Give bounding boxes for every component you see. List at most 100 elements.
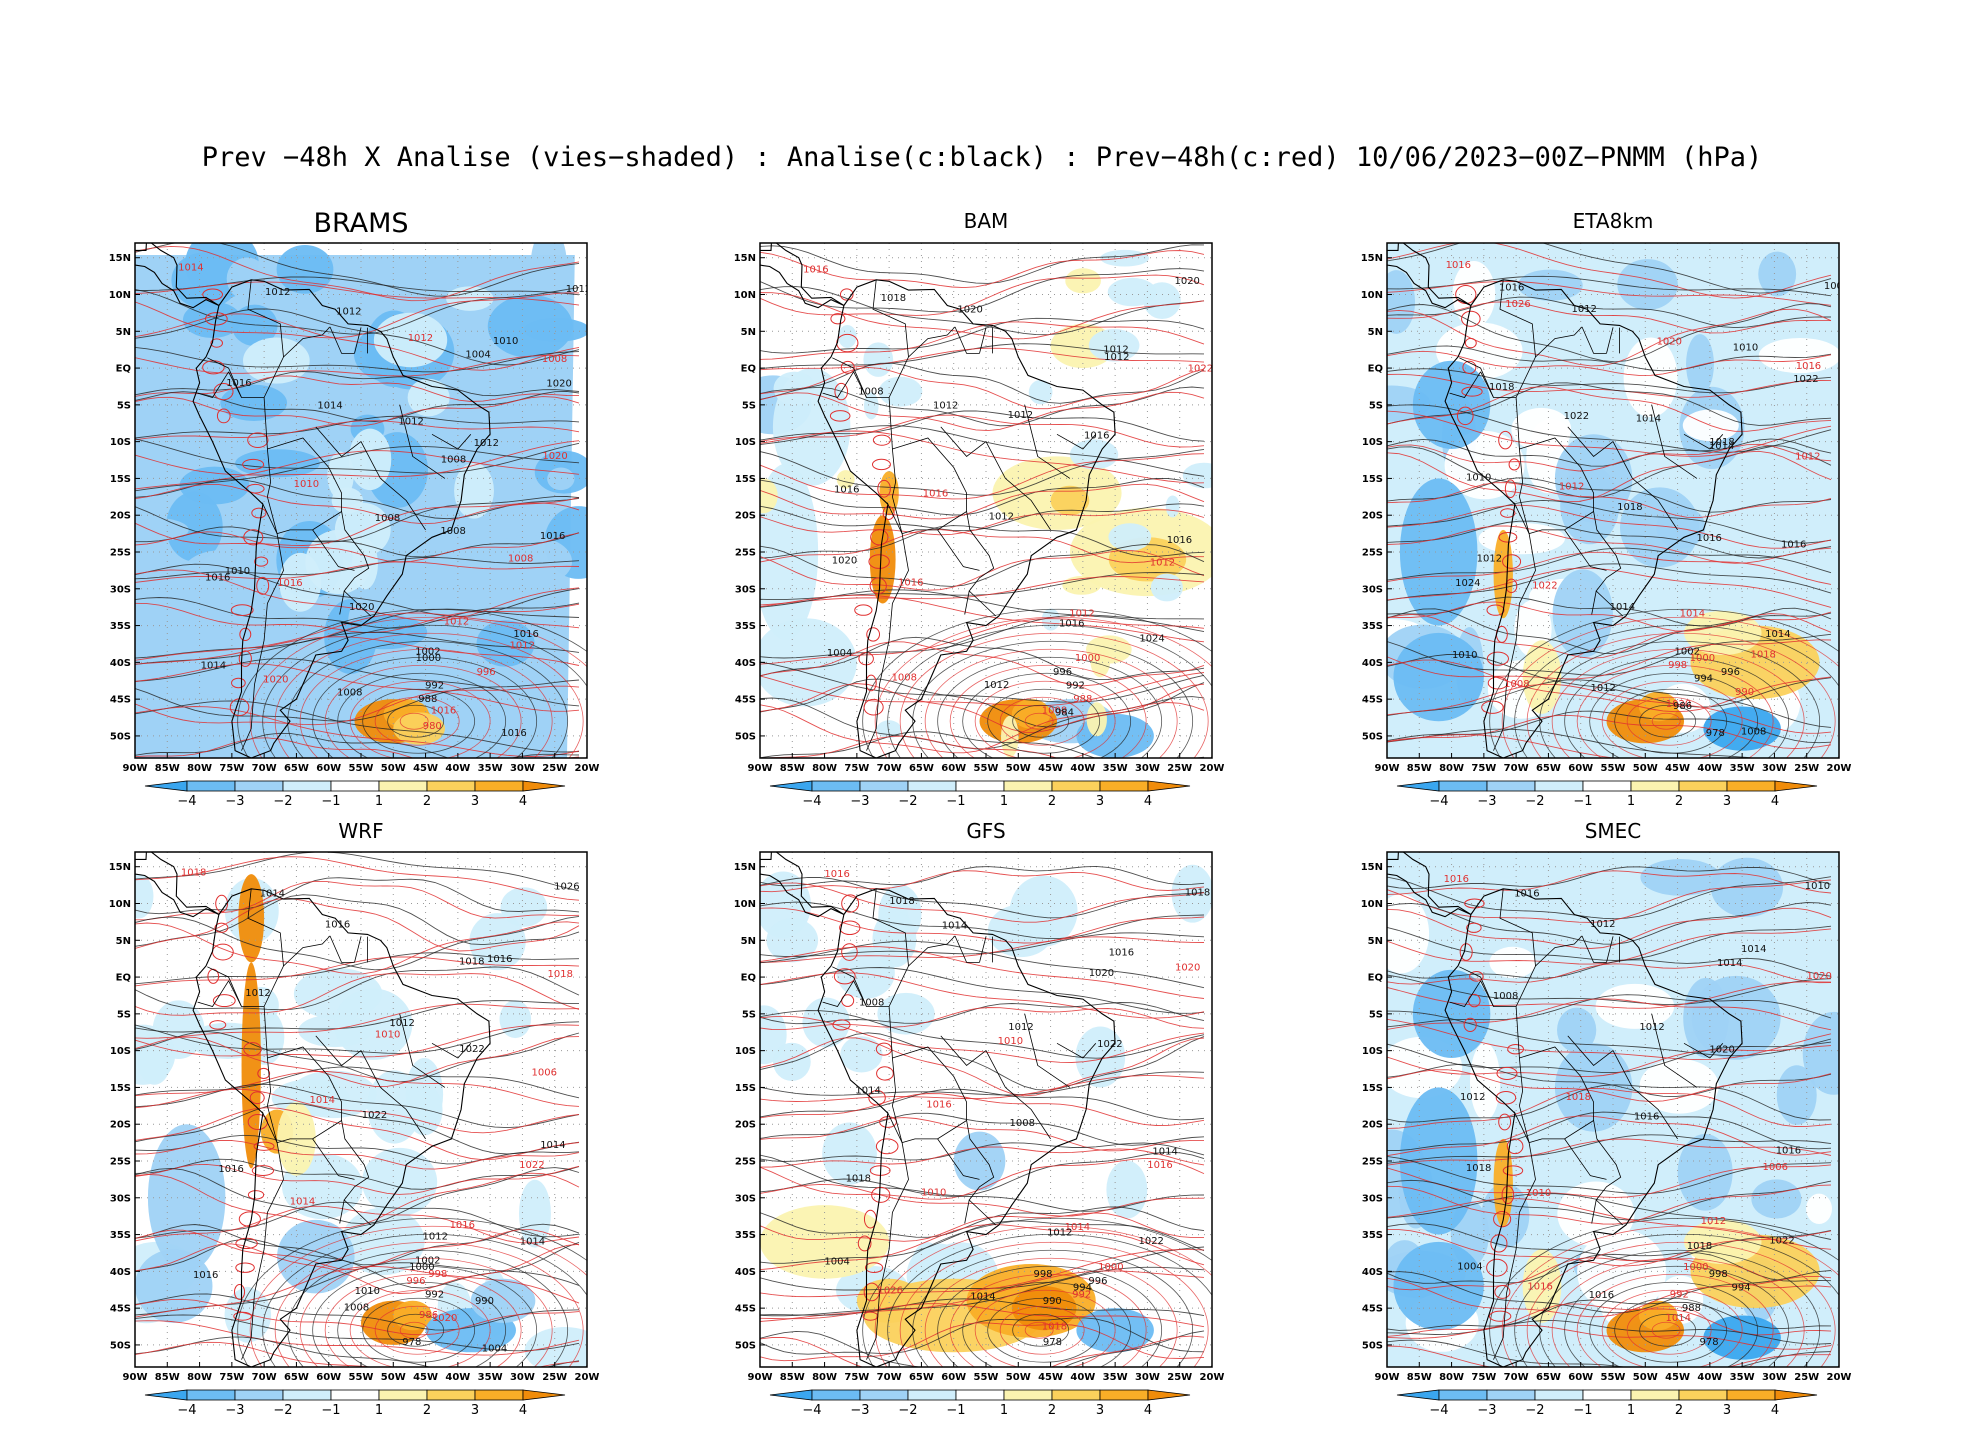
cyclone-isobar [999,1305,1085,1355]
isobar-forecast [1387,567,1832,608]
contour-label: 1014 [1065,1222,1090,1233]
bias-patch [760,478,778,514]
isobar-analysis [135,1031,580,1083]
contour-label: 1020 [349,602,374,613]
country-border [1564,529,1607,571]
country-border [822,371,854,398]
lon-label: 40W [445,1372,470,1383]
contour-label: 1016 [1796,361,1821,372]
cyclone-isobar [1589,1281,1759,1367]
cyclone-isobar [1601,680,1743,758]
lon-label: 60W [941,1372,966,1383]
isobar-analysis [135,1293,580,1331]
lon-label: 60W [1568,1372,1593,1383]
lon-label: 35W [1730,1372,1755,1383]
isobar-forecast [1387,551,1832,585]
cyclone-isobar [1489,1217,1839,1367]
cyclone-isobar [262,1233,587,1367]
isobar-forecast [760,453,1205,500]
lat-label: 30S [1362,584,1383,595]
bias-patch [1165,495,1180,518]
lon-label: 60W [316,1372,341,1383]
isobar-analysis [760,614,1205,659]
isobar-analysis [1387,728,1757,758]
isobar-forecast [760,641,1205,687]
country-border [247,279,284,358]
isobar-forecast [135,1036,580,1087]
bias-patch [277,1219,355,1294]
lon-label: 90W [1375,763,1400,774]
country-border [1480,371,1494,398]
domain-edge [567,243,587,758]
colorbar-label: −2 [273,1403,292,1418]
isobar-analysis [135,1314,580,1352]
colorbar-swatch [1051,780,1101,792]
bias-patch [766,918,819,963]
andes-contour [243,1042,262,1057]
colorbar-label: 4 [1771,1403,1779,1418]
andes-contour [832,1019,851,1031]
bias-patch [877,992,935,1035]
contour-label: 1014 [201,661,226,672]
isobar-forecast [760,683,1205,733]
andes-contour [239,627,252,642]
colorbar-label: 3 [471,794,479,809]
isobar-forecast [1387,301,1831,334]
country-border [1591,1199,1597,1224]
cyclone-isobar [912,1249,1194,1367]
isobar-forecast [760,882,1205,923]
andes-contour [1456,406,1474,426]
isobar-forecast [135,450,580,490]
lat-label: 5N [741,327,756,338]
colorbar-swatch [1534,780,1584,792]
cyclone-isobar [937,656,1163,758]
contour-label: 1014 [310,1095,335,1106]
lon-label: 55W [1601,1372,1626,1383]
lat-label: 10N [109,290,131,301]
lat-label: 30S [110,1193,131,1204]
country-border [872,888,909,967]
isobar-forecast [135,706,580,757]
colorbar-label: 4 [519,794,527,809]
lat-label: 30S [735,1193,756,1204]
contour-label: 1014 [1709,441,1734,452]
contour-label: 1012 [1639,1022,1664,1033]
lon-label: 40W [445,763,470,774]
colorbar-label: −1 [946,794,965,809]
andes-contour [876,1066,894,1081]
contour-label: 1010 [493,336,518,347]
lon-label: 20W [1827,1372,1852,1383]
colorbar-swatch [1534,1389,1584,1401]
isobar-forecast [135,880,580,921]
lat-label: 15S [110,1083,131,1094]
lat-label: 5S [1369,400,1383,411]
cyclone-isobar [1576,664,1774,758]
country-border [263,1006,371,1226]
lon-label: 70W [252,1372,277,1383]
bias-patch [1150,573,1183,602]
cyclone-isobar [899,1241,1209,1367]
isobar-analysis [135,597,580,629]
country-border [1499,279,1536,358]
cyclone-isobar [1601,1289,1743,1367]
isobar-analysis [1387,876,1832,920]
andes-contour [247,1190,265,1200]
colorbar-label: 1 [1000,794,1008,809]
colorbar-swatch [474,780,524,792]
lon-label: 85W [1407,763,1432,774]
coastline-central-america [135,243,220,309]
contour-label: 1020 [1709,1045,1734,1056]
isobar-forecast [1387,1257,1832,1291]
cyclone-isobar [1526,632,1836,758]
isobar-forecast [1387,907,1832,949]
cyclone-isobar [1651,1321,1681,1339]
colorbar-swatch [907,780,957,792]
isobar-forecast [762,735,1058,758]
contour-label: 994 [1694,674,1713,685]
isobar-forecast [135,1107,580,1161]
colorbar-swatch [186,1389,236,1401]
andes-contour [215,894,229,913]
contour-label: 1018 [1489,382,1514,393]
isobar-analysis [760,678,1205,728]
contour-label: 1012 [336,307,361,318]
